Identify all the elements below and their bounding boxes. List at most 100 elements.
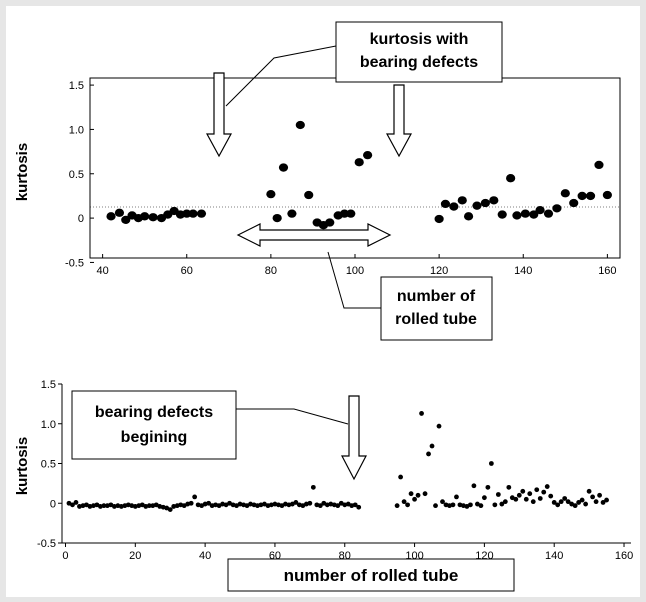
bottom-chart-annotation-line-2: begining	[121, 429, 188, 446]
top-data-point	[520, 209, 530, 218]
top-x-tick-label: 120	[430, 265, 448, 277]
top-data-point	[182, 209, 192, 218]
top-data-point	[363, 151, 373, 160]
top-data-point	[121, 215, 131, 225]
top-data-point	[497, 210, 507, 219]
top-data-point	[569, 198, 579, 208]
bottom-data-point	[146, 503, 152, 509]
bottom-data-point	[551, 500, 557, 505]
top-y-tick-label: 0	[78, 213, 84, 225]
bottom-data-point	[101, 503, 107, 509]
bottom-data-point	[513, 496, 519, 502]
bottom-chart: 1.51.00.50-0.5 0 20 40 60 80 100 120 140 160 kur…	[14, 379, 633, 592]
bottom-chart-annotation-leader	[236, 408, 349, 425]
top-annotation-leader	[225, 45, 337, 107]
top-data-point	[480, 198, 490, 208]
top-data-point	[489, 196, 499, 205]
top-data-point	[506, 174, 516, 183]
bottom-data-point	[454, 494, 459, 500]
bottom-y-tick-label: 1.0	[41, 419, 56, 431]
bottom-data-point	[398, 474, 404, 480]
bottom-data-point	[548, 493, 554, 499]
top-x-tick-label: 80	[265, 265, 277, 277]
bottom-down-arrow-icon	[341, 395, 367, 481]
bottom-data-point	[415, 492, 421, 498]
top-data-point	[106, 212, 116, 221]
top-y-tick-label: -0.5	[65, 257, 84, 269]
bottom-data-point	[558, 499, 564, 505]
bottom-annotation-line-1: number of	[397, 288, 476, 305]
top-data-point	[325, 218, 335, 227]
bottom-chart-annotation-line-1: bearing defects	[95, 404, 213, 421]
top-data-point	[272, 213, 282, 223]
bottom-data-point	[530, 499, 536, 505]
top-data-point	[287, 209, 297, 218]
bottom-data-point	[600, 500, 606, 505]
bottom-data-point	[492, 502, 498, 508]
bottom-data-point	[499, 501, 505, 507]
bottom-data-point	[429, 443, 435, 449]
bottom-y-axis-label: kurtosis	[14, 437, 31, 495]
bottom-data-point	[527, 491, 533, 497]
bottom-x-tick-label: 0	[62, 550, 68, 562]
bottom-data-point	[412, 496, 417, 502]
bottom-data-point	[586, 488, 592, 494]
top-chart: 1.5 1.0 0.5 0 -0.5 40 60 80 100 120 140 160 kurtos…	[14, 21, 621, 341]
top-y-tick-label: 1.0	[69, 124, 84, 136]
top-y-axis-label: kurtosis	[14, 143, 31, 201]
top-annotation-line-2: bearing defects	[360, 54, 478, 71]
bottom-data-point	[590, 494, 596, 500]
top-data-point	[339, 209, 350, 218]
bottom-data-point	[506, 484, 512, 490]
top-data-point	[457, 196, 467, 205]
bottom-data-point	[495, 492, 501, 497]
bottom-data-point	[192, 494, 198, 500]
top-data-point	[543, 209, 554, 218]
top-x-tick-label: 160	[598, 265, 616, 277]
top-x-tick-label: 60	[181, 265, 193, 277]
top-x-tick-label: 40	[96, 265, 108, 277]
bottom-data-point	[450, 502, 456, 508]
bottom-y-tick-label: -0.5	[37, 538, 56, 550]
top-data-point	[188, 209, 198, 218]
bottom-data-point	[593, 499, 599, 505]
top-data-point	[295, 120, 305, 130]
top-data-point	[594, 160, 604, 170]
bottom-data-point	[537, 496, 543, 501]
top-data-point	[529, 210, 539, 219]
bottom-x-tick-label: 140	[545, 550, 563, 562]
bottom-data-point	[310, 484, 316, 490]
bottom-data-point	[471, 483, 477, 489]
bottom-data-point	[523, 496, 529, 502]
top-annotation-box	[335, 21, 503, 83]
top-data-point	[278, 163, 289, 172]
top-data-point	[140, 212, 150, 221]
bottom-data-point	[307, 500, 313, 506]
left-down-arrow-icon	[205, 72, 233, 158]
bottom-y-tick-label: 0	[50, 498, 56, 510]
top-data-point	[585, 191, 596, 201]
bottom-data-point	[534, 487, 540, 493]
bottom-data-point	[335, 503, 341, 509]
right-down-arrow-icon	[385, 84, 413, 158]
top-data-point	[463, 212, 474, 221]
top-data-point	[440, 199, 451, 209]
top-data-point	[434, 214, 444, 224]
figure-canvas: 1.5 1.0 0.5 0 -0.5 40 60 80 100 120 140 160 kurtos…	[14, 21, 633, 592]
bottom-data-point	[579, 497, 585, 503]
bottom-data-point	[555, 502, 561, 508]
bottom-annotation-line-2: rolled tube	[395, 311, 477, 328]
bottom-data-point	[516, 492, 522, 498]
bottom-data-point	[394, 503, 400, 509]
bottom-data-point	[317, 503, 323, 509]
bottom-y-tick-label: 1.5	[41, 379, 56, 391]
bottom-data-point	[206, 500, 212, 506]
top-annotation-line-1: kurtosis with	[370, 31, 469, 48]
bottom-data-point	[572, 503, 578, 509]
bottom-data-point	[544, 484, 550, 489]
bottom-data-point	[73, 500, 79, 505]
bottom-data-point	[583, 501, 589, 507]
bottom-data-point	[405, 502, 410, 508]
bottom-x-tick-label: 20	[129, 550, 141, 562]
bottom-data-point	[481, 495, 487, 501]
